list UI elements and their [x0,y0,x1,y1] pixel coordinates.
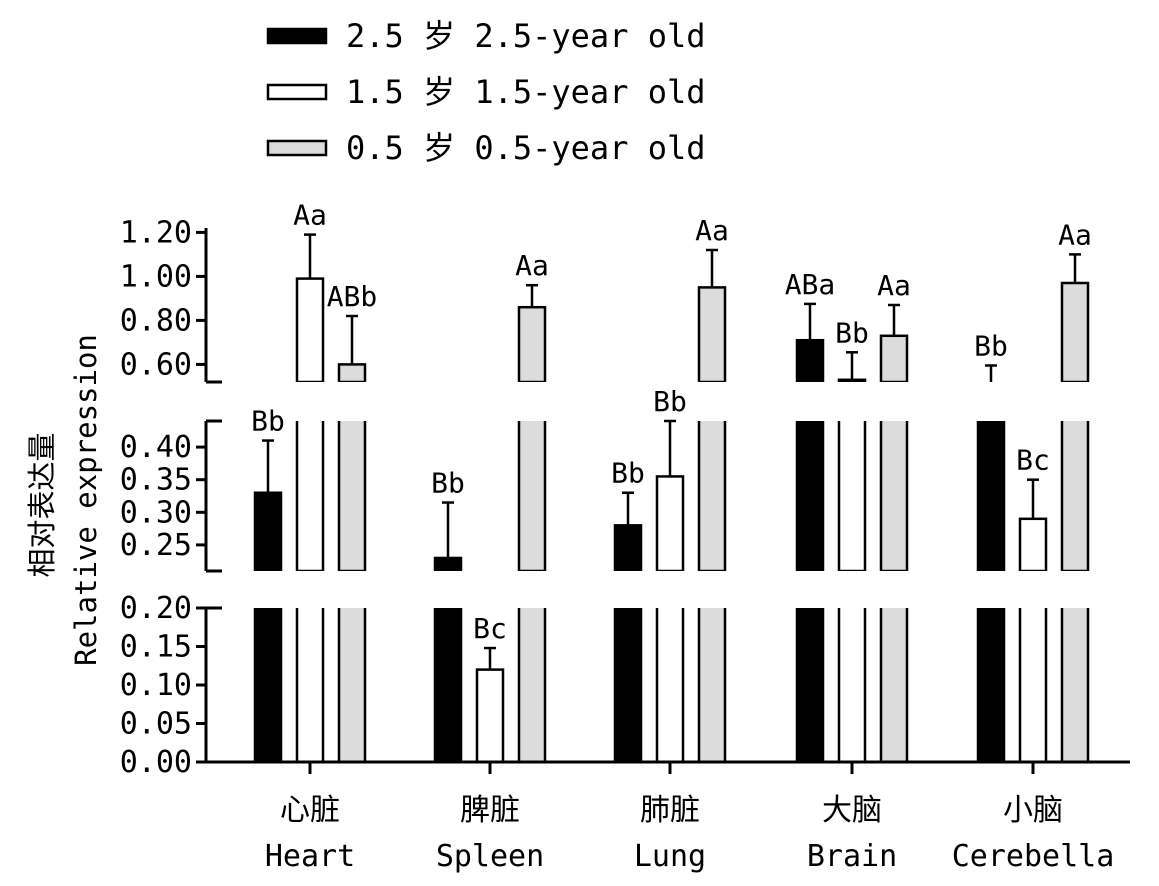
significance-label: Bb [251,405,285,438]
legend-swatch-1 [266,27,328,45]
significance-label: ABa [785,268,836,301]
y-tick-label: 0.15 [120,630,192,665]
legend-label-2: 1.5 岁 1.5-year old [346,73,706,111]
legend-label-3: 0.5 岁 0.5-year old [346,129,706,167]
y-tick-label: 0.00 [120,745,192,780]
legend-label-1: 2.5 岁 2.5-year old [346,17,706,55]
x-label-spleen-en: Spleen [436,839,544,874]
bar-brain-series3 [879,421,909,571]
bar-brain-series3 [879,334,909,382]
bar-brain-series1 [795,421,825,571]
bar-lung-series1 [613,524,643,571]
y-tick-label: 0.20 [120,591,192,626]
y-axis-title-en: Relative expression [69,334,103,666]
y-tick-label: 0.10 [120,668,192,703]
bar-lung-series3 [697,286,727,382]
x-label-brain-en: Brain [807,839,897,874]
bar-brain-series1 [795,338,825,382]
bar-heart-series1 [253,608,283,762]
bar-cerebella-series2 [1018,608,1048,762]
y-tick-label: 1.00 [120,259,192,294]
y-tick-label: 0.60 [120,347,192,382]
legend-swatch-2 [266,83,328,101]
x-label-cerebella-en: Cerebella [952,839,1115,874]
axes: 0.000.05 0.100.15 0.20 0.250.300.350.40 0.60… [120,215,1130,780]
bar-brain-series2 [837,378,867,382]
bar-cerebella-series3 [1060,421,1090,571]
significance-label: Bb [835,316,869,349]
bar-heart-series3 [337,363,367,382]
bar-spleen-series3 [517,305,547,382]
bar-heart-series3 [337,421,367,571]
significance-label: Aa [293,199,327,232]
bar-heart-series1 [253,491,283,571]
bar-lung-series2 [655,475,685,571]
bar-brain-series3 [879,608,909,762]
bar-brain-series1 [795,608,825,762]
bar-heart-series2 [295,608,325,762]
bar-lung-series1 [613,608,643,762]
y-tick-label: 0.05 [120,707,192,742]
legend-swatch-3 [266,139,328,157]
bar-spleen-series2 [475,668,505,762]
bar-brain-series2 [837,421,867,571]
y-tick-label: 1.20 [120,215,192,250]
error-bars [262,233,1081,670]
x-label-brain-cn: 大脑 [822,793,882,828]
bar-cerebella-series1 [976,421,1006,571]
y-tick-label: 0.35 [120,463,192,498]
legend: 2.5 岁 2.5-year old 1.5 岁 1.5-year old 0.5 … [266,17,706,167]
bar-spleen-series1 [433,556,463,571]
bar-heart-series2 [295,277,325,382]
bar-spleen-series1 [433,608,463,762]
bar-heart-series2 [295,421,325,571]
x-axis-labels: 心脏 Heart 脾脏 Spleen 肺脏 Lung 大脑 Brain 小脑 Cerebella [265,793,1114,874]
significance-label: Bb [974,330,1008,363]
bar-spleen-series3 [517,608,547,762]
significance-label: Bc [1016,444,1050,477]
y-tick-label: 0.80 [120,303,192,338]
x-label-heart-cn: 心脏 [280,793,340,828]
bar-cerebella-series2 [1018,517,1048,571]
significance-label: Aa [515,249,549,282]
bar-heart-series3 [337,608,367,762]
bar-cerebella-series3 [1060,608,1090,762]
y-axis-label: 相对表达量 Relative expression [25,334,103,666]
x-label-lung-cn: 肺脏 [640,793,700,828]
y-axis-title-cn: 相对表达量 [25,432,59,577]
bar-cerebella-series3 [1060,281,1090,382]
y-tick-label: 0.40 [120,430,192,465]
y-tick-label: 0.30 [120,495,192,530]
x-label-lung-en: Lung [634,839,706,874]
significance-label: ABb [327,280,378,313]
significance-label: Bb [431,467,465,500]
bar-lung-series3 [697,608,727,762]
bar-spleen-series3 [517,421,547,571]
significance-label: Bc [473,612,507,645]
bar-lung-series3 [697,421,727,571]
x-label-cerebella-cn: 小脑 [1003,793,1063,828]
significance-label: Aa [1058,218,1092,251]
y-tick-label: 0.25 [120,528,192,563]
significance-label: Bb [611,457,645,490]
significance-label: Bb [653,385,687,418]
x-label-heart-en: Heart [265,839,355,874]
bar-cerebella-series1 [976,608,1006,762]
significance-label: Aa [695,214,729,247]
bar-lung-series2 [655,608,685,762]
x-label-spleen-cn: 脾脏 [460,793,520,828]
significance-label: Aa [877,269,911,302]
bar-brain-series2 [837,608,867,762]
